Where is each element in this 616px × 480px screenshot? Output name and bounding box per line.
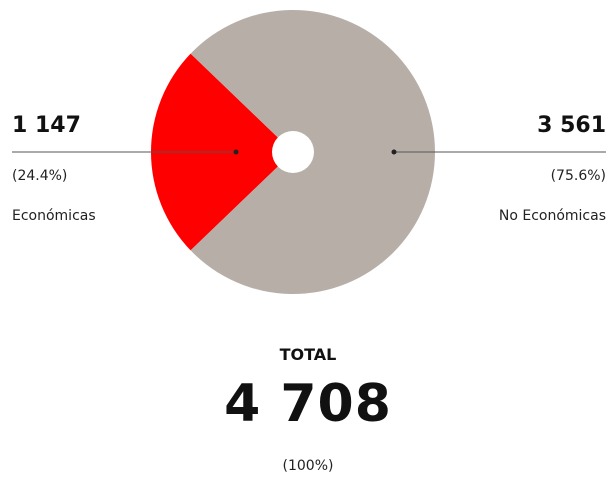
total-label: TOTAL [279,345,337,364]
no-economicas-percent: (75.6%) [550,168,606,184]
total-value: 4 708 [224,374,392,434]
no-economicas-leader-dot [391,149,397,155]
total-percent: (100%) [282,458,334,474]
economicas-percent: (24.4%) [12,168,68,184]
economicas-value: 1 147 [12,113,81,138]
pie-chart [12,9,606,294]
economicas-label: Económicas [12,208,96,224]
no-economicas-value: 3 561 [537,113,606,138]
donut-hole [272,131,314,173]
economicas-leader-dot [233,149,239,155]
no-economicas-label: No Económicas [498,208,606,224]
